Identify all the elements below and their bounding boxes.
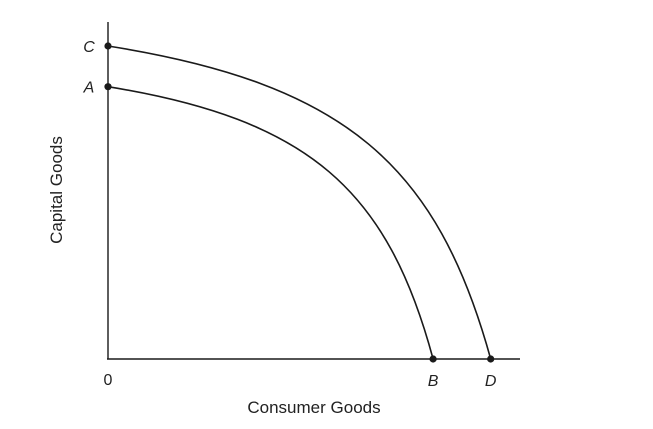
y-axis-title: Capital Goods — [47, 136, 66, 244]
point-b — [429, 355, 437, 363]
point-c — [104, 42, 112, 50]
x-axis-title: Consumer Goods — [247, 398, 380, 417]
origin-label: 0 — [104, 372, 113, 389]
label-a: A — [83, 80, 95, 97]
label-c: C — [83, 39, 95, 56]
label-b: B — [428, 373, 439, 390]
point-a — [104, 83, 112, 91]
curve-ab — [107, 85, 434, 360]
label-d: D — [485, 373, 497, 390]
point-d — [487, 355, 495, 363]
curve-cd — [107, 45, 492, 360]
